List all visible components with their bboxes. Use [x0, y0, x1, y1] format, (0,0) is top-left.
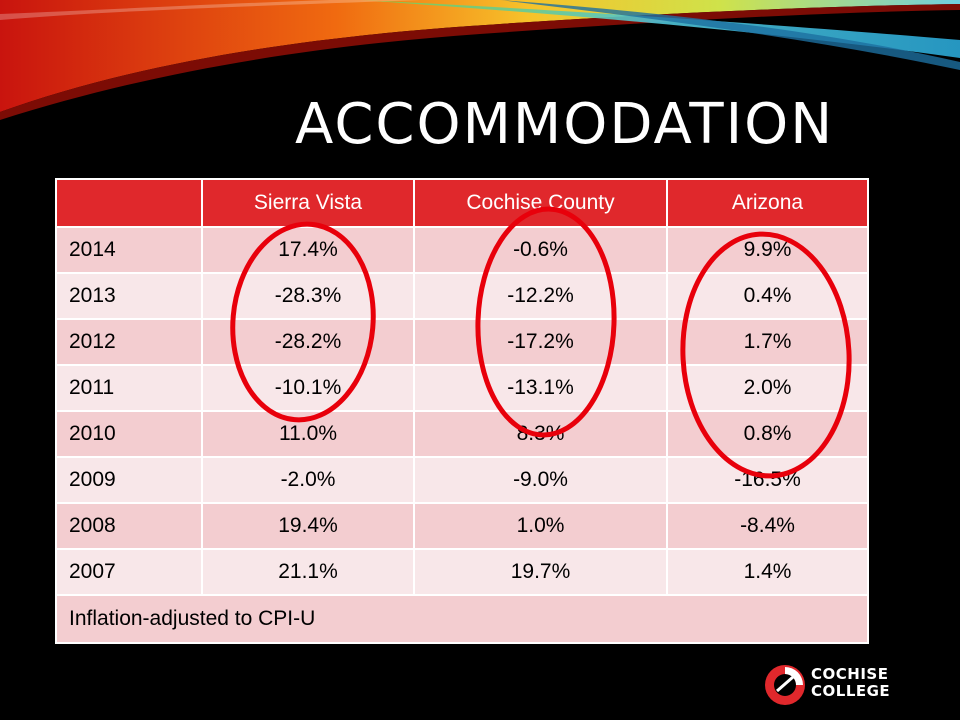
arizona-cell: -8.4% [666, 502, 869, 550]
column-header-year [55, 178, 203, 228]
column-header-sierra-vista: Sierra Vista [201, 178, 415, 228]
table-header-row: Sierra Vista Cochise County Arizona [55, 178, 869, 228]
cochise-county-cell: 1.0% [413, 502, 668, 550]
arizona-cell: 1.4% [666, 548, 869, 596]
accommodation-table: Sierra Vista Cochise County Arizona 2014… [55, 178, 869, 644]
year-cell: 2012 [55, 318, 203, 366]
cochise-county-cell: 8.3% [413, 410, 668, 458]
cochise-county-cell: -13.1% [413, 364, 668, 412]
table-row: 2007 21.1% 19.7% 1.4% [55, 548, 869, 596]
table-row: 2014 17.4% -0.6% 9.9% [55, 226, 869, 274]
arizona-cell: 2.0% [666, 364, 869, 412]
sierra-vista-cell: -10.1% [201, 364, 415, 412]
year-cell: 2010 [55, 410, 203, 458]
arizona-cell: 1.7% [666, 318, 869, 366]
arizona-cell: 0.8% [666, 410, 869, 458]
year-cell: 2011 [55, 364, 203, 412]
cochise-college-logo: COCHISE COLLEGE [763, 663, 913, 707]
table-row: 2008 19.4% 1.0% -8.4% [55, 502, 869, 550]
sierra-vista-cell: 17.4% [201, 226, 415, 274]
table-row: 2011 -10.1% -13.1% 2.0% [55, 364, 869, 412]
sierra-vista-cell: -2.0% [201, 456, 415, 504]
column-header-cochise-county: Cochise County [413, 178, 668, 228]
cochise-county-cell: -12.2% [413, 272, 668, 320]
arizona-cell: -16.5% [666, 456, 869, 504]
sierra-vista-cell: -28.3% [201, 272, 415, 320]
decorative-swoosh-banner [0, 0, 960, 120]
cochise-county-cell: -0.6% [413, 226, 668, 274]
table-row: 2012 -28.2% -17.2% 1.7% [55, 318, 869, 366]
year-cell: 2007 [55, 548, 203, 596]
table-row: 2009 -2.0% -9.0% -16.5% [55, 456, 869, 504]
column-header-arizona: Arizona [666, 178, 869, 228]
arizona-cell: 0.4% [666, 272, 869, 320]
table-footer-row: Inflation-adjusted to CPI-U [55, 594, 869, 644]
sierra-vista-cell: -28.2% [201, 318, 415, 366]
year-cell: 2008 [55, 502, 203, 550]
table-footnote: Inflation-adjusted to CPI-U [55, 594, 869, 644]
year-cell: 2009 [55, 456, 203, 504]
logo-line-1: COCHISE [811, 665, 889, 683]
table-row: 2013 -28.3% -12.2% 0.4% [55, 272, 869, 320]
logo-line-2: COLLEGE [811, 682, 891, 700]
year-cell: 2013 [55, 272, 203, 320]
logo-wordmark: COCHISE COLLEGE [811, 666, 890, 700]
cochise-county-cell: 19.7% [413, 548, 668, 596]
slide-title: ACCOMMODATION [295, 92, 835, 157]
cochise-college-emblem-icon [765, 665, 805, 705]
sierra-vista-cell: 19.4% [201, 502, 415, 550]
sierra-vista-cell: 21.1% [201, 548, 415, 596]
table-row: 2010 11.0% 8.3% 0.8% [55, 410, 869, 458]
year-cell: 2014 [55, 226, 203, 274]
cochise-county-cell: -17.2% [413, 318, 668, 366]
cochise-county-cell: -9.0% [413, 456, 668, 504]
sierra-vista-cell: 11.0% [201, 410, 415, 458]
arizona-cell: 9.9% [666, 226, 869, 274]
